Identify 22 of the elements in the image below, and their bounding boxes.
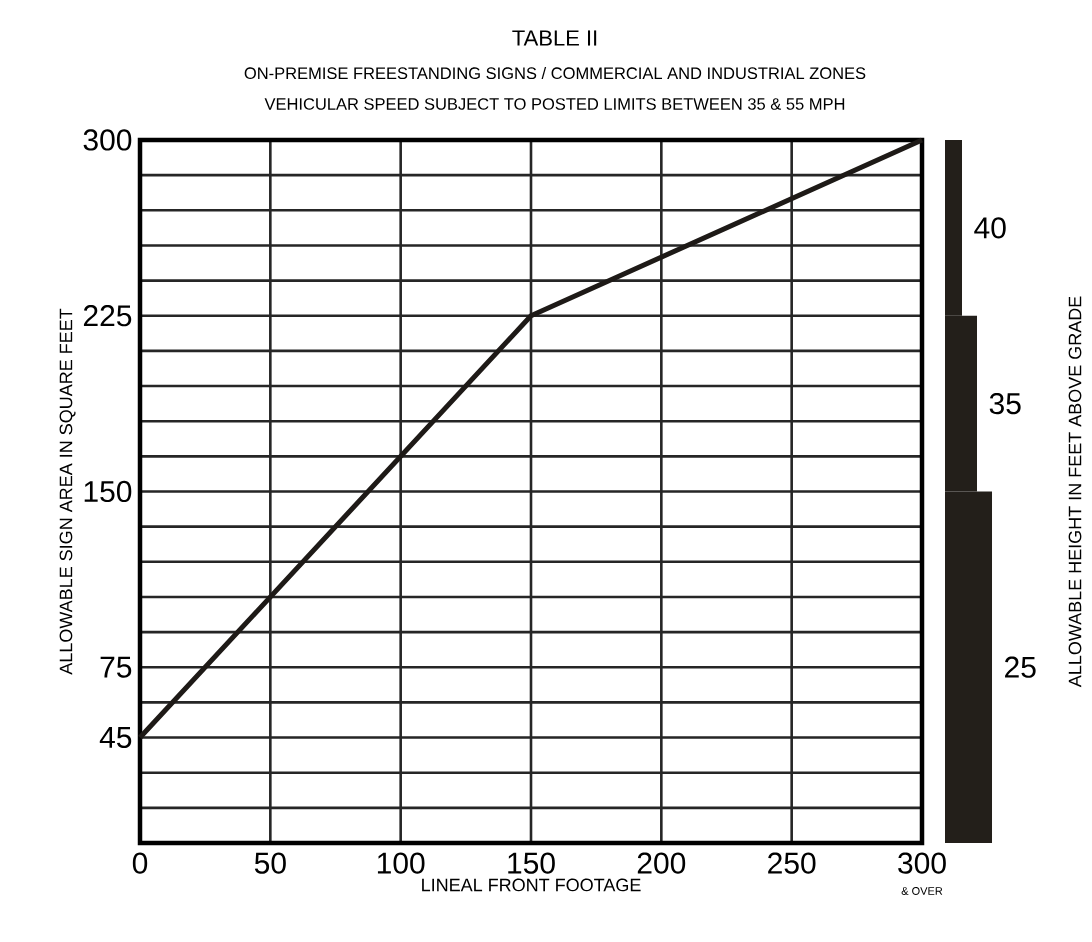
x-tick-label: 100	[377, 852, 425, 874]
y-tick-label: 45	[99, 727, 132, 749]
chart-subtitle: ON-PREMISE FREESTANDING SIGNS / COMMERCIAL AND INDUSTRIAL ZONES	[244, 66, 866, 80]
y-tick-label: 150	[84, 480, 132, 503]
y-tick-label: 300	[83, 129, 132, 151]
y-axis-title: ALLOWABLE SIGN AREA IN SQUARE FEET	[59, 308, 76, 675]
y-tick-label: 225	[83, 305, 132, 327]
chart-title: TABLE II	[512, 30, 597, 46]
text: VEHICULAR SPEED SUBJECT TO POSTED LIMITS BETWEEN 35 & 55 MPH	[264, 98, 845, 110]
series-label: 40	[974, 217, 1006, 239]
y-axis-title: ALLOWABLE HEIGHT IN FEET ABOVE GRADE	[1068, 296, 1082, 688]
x-tick-label: 250	[768, 852, 816, 874]
y-tick-label: 75	[100, 656, 132, 678]
x-tick-label: 50	[254, 852, 286, 874]
x-axis-title: LINEAL FRONT FOOTAGE	[422, 878, 641, 892]
series-label: 35	[989, 392, 1021, 415]
series-label: 25	[1005, 656, 1036, 678]
x-tick-label: 0	[132, 852, 148, 874]
text: & OVER	[901, 887, 943, 895]
x-tick-label: 300	[898, 852, 946, 874]
x-tick-label: 200	[637, 852, 686, 874]
x-tick-label: 150	[508, 852, 555, 874]
